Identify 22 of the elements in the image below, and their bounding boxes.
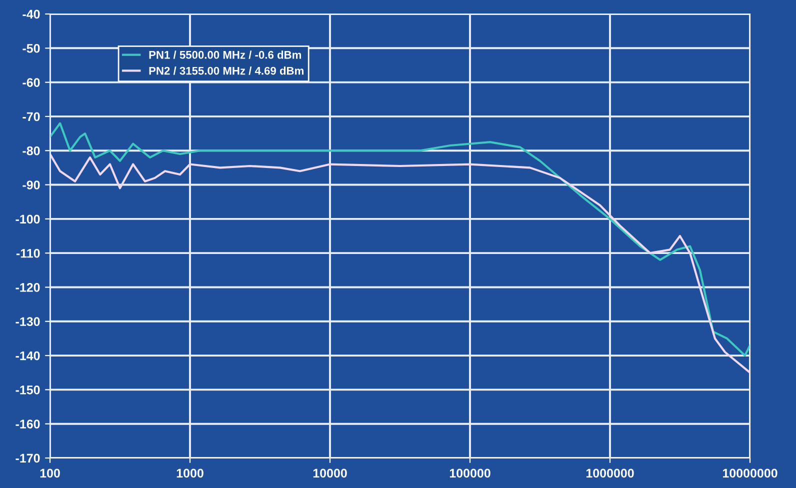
- y-tick-label: -160: [16, 420, 40, 428]
- y-tick-label: -90: [22, 180, 40, 190]
- legend-label: PN1 / 5500.00 MHz / -0.6 dBm: [149, 50, 302, 59]
- y-tick-label: -140: [16, 351, 40, 360]
- y-tick-label: -60: [22, 78, 40, 87]
- y-tick-label: -40: [22, 10, 40, 19]
- y-tick-label: -100: [16, 214, 40, 224]
- x-tick-label: 10000: [313, 468, 347, 478]
- x-tick-label: 100000: [450, 468, 490, 478]
- y-tick-label: -130: [16, 317, 40, 326]
- x-tick-label: 10000000: [722, 468, 778, 478]
- y-tick-label: -120: [16, 283, 40, 292]
- x-tick-label: 1000: [176, 468, 204, 478]
- legend-label: PN2 / 3155.00 MHz / 4.69 dBm: [149, 66, 304, 75]
- y-tick-label: -170: [16, 454, 40, 463]
- y-tick-label: -110: [16, 248, 40, 258]
- y-tick-label: -150: [16, 385, 40, 394]
- y-tick-label: -80: [22, 146, 40, 156]
- x-tick-label: 100: [40, 468, 60, 478]
- x-tick-label: 1000000: [586, 468, 634, 478]
- y-tick-label: -50: [22, 44, 40, 53]
- y-tick-label: -70: [22, 112, 40, 122]
